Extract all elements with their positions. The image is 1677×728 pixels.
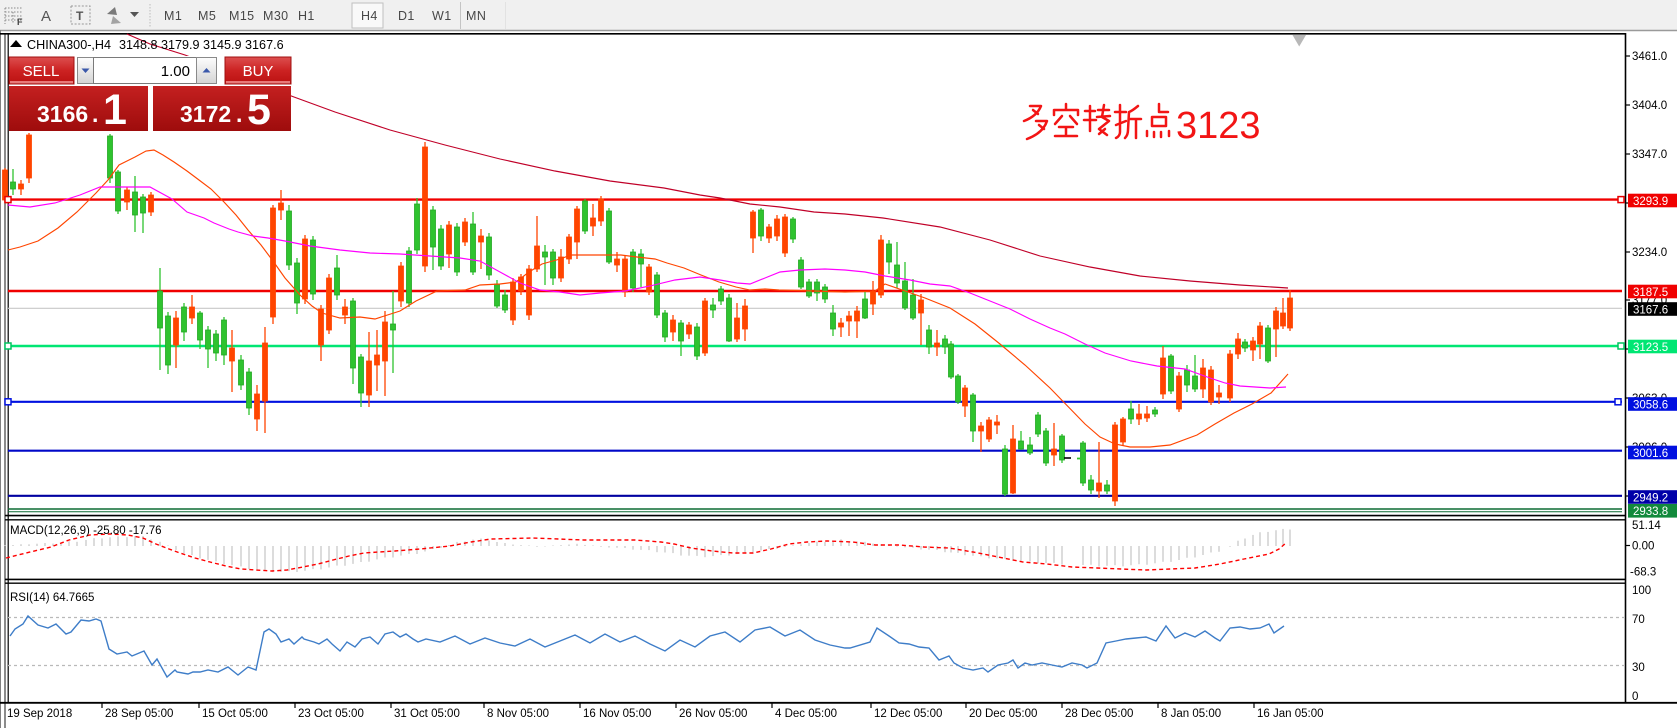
svg-text:H1: H1 <box>298 9 315 23</box>
svg-text:M1: M1 <box>164 9 182 23</box>
svg-text:3123: 3123 <box>1176 105 1261 147</box>
svg-text:M5: M5 <box>198 9 216 23</box>
svg-text:3001.6: 3001.6 <box>1633 448 1668 460</box>
svg-text:3148.8 3179.9 3145.9 3167.6: 3148.8 3179.9 3145.9 3167.6 <box>119 38 284 52</box>
svg-text:30: 30 <box>1632 662 1645 674</box>
svg-text:2933.8: 2933.8 <box>1633 506 1668 518</box>
svg-text:BUY: BUY <box>243 63 274 80</box>
svg-text:3166: 3166 <box>37 101 88 127</box>
svg-text:3293.9: 3293.9 <box>1633 196 1668 208</box>
svg-text:100: 100 <box>1632 585 1651 597</box>
svg-text:15 Oct 05:00: 15 Oct 05:00 <box>202 708 268 720</box>
svg-text:T: T <box>76 9 84 23</box>
svg-text:3347.0: 3347.0 <box>1632 149 1667 161</box>
svg-text:0.00: 0.00 <box>1632 541 1654 553</box>
svg-text:D1: D1 <box>398 9 415 23</box>
svg-text:4 Dec 05:00: 4 Dec 05:00 <box>775 708 837 720</box>
svg-text:CHINA300-,H4: CHINA300-,H4 <box>27 38 111 52</box>
svg-text:A: A <box>41 8 51 25</box>
svg-text:.: . <box>236 101 242 127</box>
svg-text:31 Oct 05:00: 31 Oct 05:00 <box>394 708 460 720</box>
svg-text:23 Oct 05:00: 23 Oct 05:00 <box>298 708 364 720</box>
svg-text:3461.0: 3461.0 <box>1632 51 1667 63</box>
svg-text:3172: 3172 <box>180 101 231 127</box>
svg-text:3058.6: 3058.6 <box>1633 399 1668 411</box>
svg-text:16 Jan 05:00: 16 Jan 05:00 <box>1257 708 1324 720</box>
svg-text:70: 70 <box>1632 614 1645 626</box>
svg-text:3167.6: 3167.6 <box>1633 304 1668 316</box>
svg-text:26 Nov 05:00: 26 Nov 05:00 <box>679 708 747 720</box>
svg-text:1.00: 1.00 <box>161 63 190 80</box>
svg-text:3234.0: 3234.0 <box>1632 247 1667 259</box>
svg-text:28 Dec 05:00: 28 Dec 05:00 <box>1065 708 1133 720</box>
svg-text:12 Dec 05:00: 12 Dec 05:00 <box>874 708 942 720</box>
svg-text:MACD(12,26,9) -25.80 -17.76: MACD(12,26,9) -25.80 -17.76 <box>10 525 162 537</box>
svg-text:8 Nov 05:00: 8 Nov 05:00 <box>487 708 549 720</box>
svg-text:-68.3: -68.3 <box>1630 567 1656 579</box>
svg-text:SELL: SELL <box>23 63 60 80</box>
svg-text:19 Sep 2018: 19 Sep 2018 <box>7 708 72 720</box>
svg-text:51.14: 51.14 <box>1632 520 1661 532</box>
svg-text:2949.2: 2949.2 <box>1633 492 1668 504</box>
svg-text:MN: MN <box>466 9 486 23</box>
svg-text:3123.5: 3123.5 <box>1633 342 1668 354</box>
svg-text:H4: H4 <box>361 9 378 23</box>
svg-text:F: F <box>17 17 23 27</box>
svg-text:M15: M15 <box>229 9 255 23</box>
svg-text:16 Nov 05:00: 16 Nov 05:00 <box>583 708 651 720</box>
svg-text:1: 1 <box>103 86 127 134</box>
svg-text:8 Jan 05:00: 8 Jan 05:00 <box>1161 708 1221 720</box>
svg-text:3404.0: 3404.0 <box>1632 100 1667 112</box>
svg-text:M30: M30 <box>263 9 289 23</box>
svg-text:28 Sep 05:00: 28 Sep 05:00 <box>105 708 173 720</box>
svg-text:.: . <box>92 101 98 127</box>
svg-text:5: 5 <box>247 86 271 134</box>
svg-text:0: 0 <box>1632 691 1638 703</box>
svg-text:3187.5: 3187.5 <box>1633 287 1668 299</box>
svg-text:20 Dec 05:00: 20 Dec 05:00 <box>969 708 1037 720</box>
svg-text:W1: W1 <box>432 9 452 23</box>
svg-text:RSI(14) 64.7665: RSI(14) 64.7665 <box>10 592 94 604</box>
